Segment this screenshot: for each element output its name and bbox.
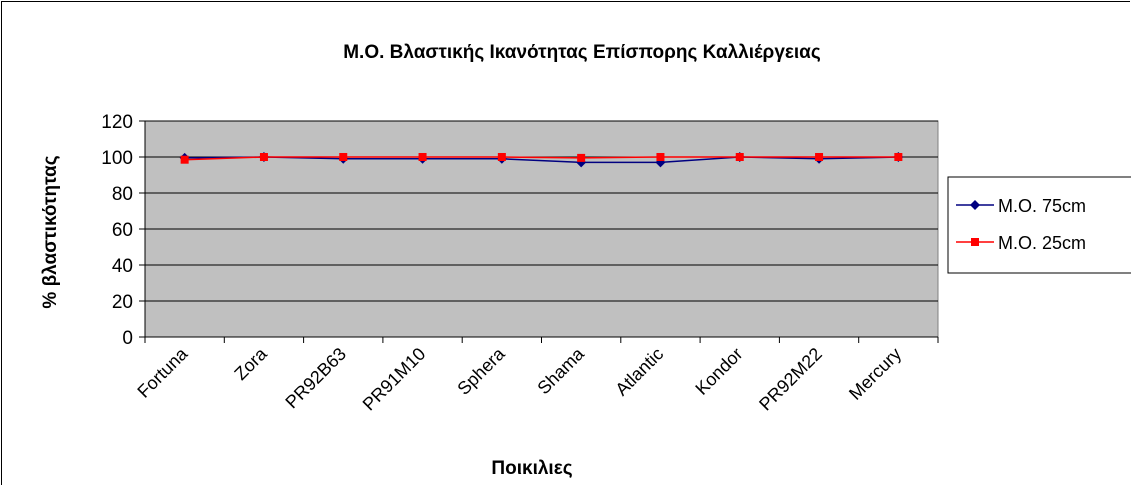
data-point <box>577 153 586 162</box>
x-tick-label: PR92M22 <box>755 344 826 415</box>
y-tick-label: 60 <box>112 220 133 241</box>
y-tick-label: 120 <box>101 112 133 133</box>
x-tick-label: Sphera <box>453 343 509 399</box>
x-tick-label: PR92B63 <box>281 344 350 413</box>
y-axis-label: % βλαστικότητας <box>40 155 61 308</box>
data-point <box>259 153 268 161</box>
x-tick-label: Mercury <box>845 344 905 404</box>
data-point <box>815 153 824 161</box>
x-tick-label: PR91M10 <box>359 344 430 415</box>
legend-marker <box>971 238 979 246</box>
data-point <box>418 153 427 161</box>
data-point <box>339 153 348 161</box>
data-point <box>497 153 506 161</box>
legend-box <box>947 176 1131 274</box>
x-tick-label: Shama <box>533 343 588 398</box>
legend-marker <box>970 200 980 210</box>
x-axis-label: Ποικιλιες <box>491 458 572 479</box>
legend-label: Μ.Ο. 25cm <box>998 233 1086 253</box>
x-tick-label: Zora <box>230 343 271 384</box>
chart-title: Μ.Ο. Βλαστικής Ικανότητας Επίσπορης Καλλ… <box>343 42 821 63</box>
legend: Μ.Ο. 75cm Μ.Ο. 25cm <box>947 176 1131 274</box>
series-line <box>184 156 899 161</box>
data-point <box>735 153 744 161</box>
legend-label: Μ.Ο. 75cm <box>998 196 1086 216</box>
x-tick-label: Fortuna <box>133 343 192 402</box>
y-tick-label: 40 <box>112 256 133 277</box>
y-tick-label: 80 <box>112 184 133 205</box>
y-tick-label: 0 <box>122 328 133 349</box>
y-tick-label: 20 <box>112 292 133 313</box>
plot-area: 0 20 40 60 80 100 120 Fortuna Zora PR92B63 PR91M10… <box>101 112 939 415</box>
x-tick-label: Kondor <box>691 344 746 399</box>
data-point <box>656 153 665 161</box>
data-point <box>180 155 189 164</box>
y-tick-label: 100 <box>101 148 133 169</box>
x-tick-label: Atlantic <box>611 344 667 400</box>
data-point <box>894 153 903 161</box>
series-line <box>184 156 899 164</box>
